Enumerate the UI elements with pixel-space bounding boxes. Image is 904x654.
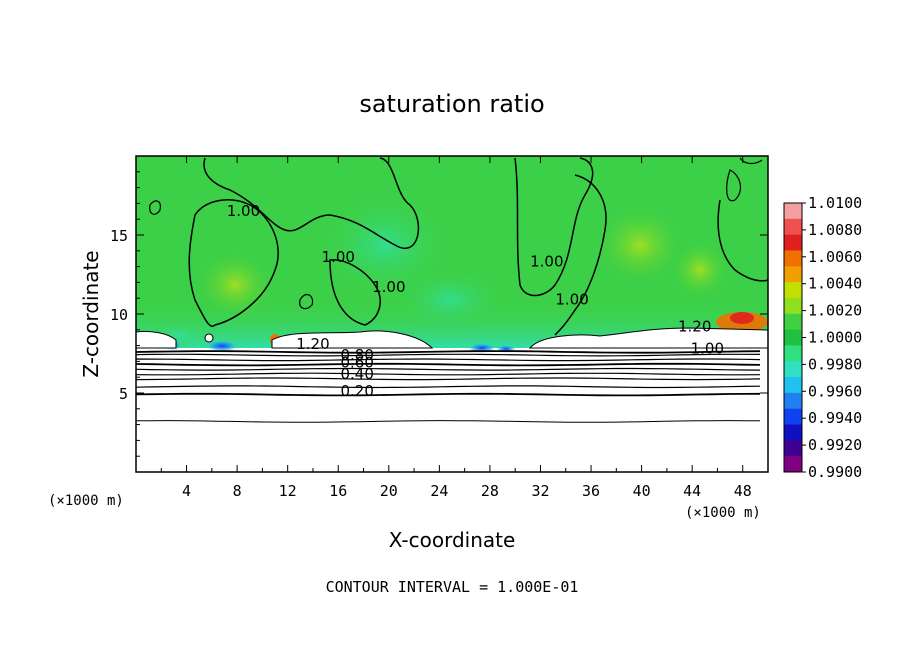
colorbar-swatch: [784, 408, 802, 426]
x-tick-label: 24: [430, 482, 448, 500]
contour-label: 1.00: [530, 253, 563, 271]
x-tick-label: 28: [481, 482, 499, 500]
x-tick-label: 40: [633, 482, 651, 500]
contour-label: 1.00: [227, 202, 260, 220]
x-tick-label: 32: [531, 482, 549, 500]
y-axis: 5 10 15: [110, 171, 768, 457]
colorbar-swatch: [784, 250, 802, 267]
contour-label: 1.00: [372, 278, 405, 296]
cloud-region: [136, 330, 177, 349]
y-tick-label: 15: [110, 227, 128, 245]
x-axis-title: X-coordinate: [389, 528, 516, 552]
contour-label: 1.20: [296, 335, 329, 353]
colorbar-label: 1.0000: [808, 329, 862, 347]
x-tick-label: 12: [279, 482, 297, 500]
contour-curve: [203, 157, 420, 249]
contour-label: 1.20: [678, 317, 711, 335]
colorbar-swatch: [784, 361, 802, 378]
contour-line: [136, 362, 761, 367]
x-tick-label: 8: [233, 482, 242, 500]
contour-line: [136, 350, 761, 354]
colorbar-label: 0.9940: [808, 409, 862, 427]
heatmap-field: 1.00 1.00 1.00 1.00 1.00 1.20 1.20 1.00 0.800.60…: [136, 156, 768, 472]
colorbar-swatch: [784, 456, 802, 473]
colorbar-label: 1.0100: [808, 194, 862, 212]
contour-labels: 1.00 1.00 1.00 1.00 1.00 1.20 1.20 1.00 0.800.60…: [227, 202, 724, 400]
colorbar-swatch: [784, 218, 802, 236]
colorbar-label: 0.9960: [808, 382, 862, 400]
contour-line: [136, 377, 761, 381]
colorbar-swatch: [784, 392, 802, 410]
contour-interval-note: CONTOUR INTERVAL = 1.000E-01: [326, 578, 579, 596]
colorbar-label: 1.0080: [808, 221, 862, 239]
colorbar-swatch: [784, 329, 802, 346]
x-tick-label: 44: [683, 482, 701, 500]
colorbar-swatch: [784, 282, 802, 299]
x-unit-left: (×1000 m): [48, 493, 124, 509]
y-tick-label: 5: [119, 385, 128, 403]
contour-label: 0.80: [340, 346, 373, 364]
x-unit-right: (×1000 m): [685, 505, 761, 521]
contour-label: 1.00: [691, 340, 724, 358]
colorbar-swatch: [784, 345, 802, 362]
x-tick-label: 48: [734, 482, 752, 500]
colorbar-swatch: [784, 297, 802, 315]
colorbar-label: 1.0020: [808, 302, 862, 320]
colorbar-swatch: [784, 313, 802, 331]
colorbar-swatch: [784, 424, 802, 441]
contour-label: 0.20: [340, 382, 373, 400]
y-tick-label: 10: [110, 306, 128, 324]
contour-line: [136, 367, 761, 371]
chart-title: saturation ratio: [359, 90, 544, 118]
contour-line: [136, 358, 761, 362]
x-tick-label: 36: [582, 482, 600, 500]
contour-line: [136, 420, 761, 423]
x-tick-label: 4: [182, 482, 191, 500]
x-axis: 4 8 12 16 20 24 28 32 36 40 44 48: [160, 156, 752, 500]
colorbar-label: 1.0040: [808, 275, 862, 293]
colorbar-swatch: [784, 377, 802, 394]
x-tick-label: 20: [380, 482, 398, 500]
contour-line: [136, 385, 761, 389]
contour-line: [136, 392, 761, 397]
colorbar-swatch: [784, 203, 802, 220]
contour-line: [136, 353, 761, 357]
contour-label: 1.00: [555, 291, 588, 309]
contour-label: 0.40: [340, 365, 373, 383]
colorbar-label: 0.9900: [808, 463, 862, 481]
contour-label: 1.00: [322, 248, 355, 266]
colorbar-swatch: [784, 266, 802, 283]
contour-lines: [136, 350, 761, 423]
colorbar-swatch: [784, 234, 802, 251]
x-tick-label: 16: [329, 482, 347, 500]
colorbar: 1.0100 1.0080 1.0060 1.0040 1.0020 1.0000 0.99…: [783, 194, 862, 481]
y-axis-title: Z-coordinate: [79, 250, 103, 377]
contour-line: [136, 372, 761, 376]
colorbar-swatch: [784, 440, 802, 457]
colorbar-label: 0.9980: [808, 355, 862, 373]
colorbar-label: 0.9920: [808, 436, 862, 454]
colorbar-label: 1.0060: [808, 248, 862, 266]
contour-label: 0.60: [340, 354, 373, 372]
